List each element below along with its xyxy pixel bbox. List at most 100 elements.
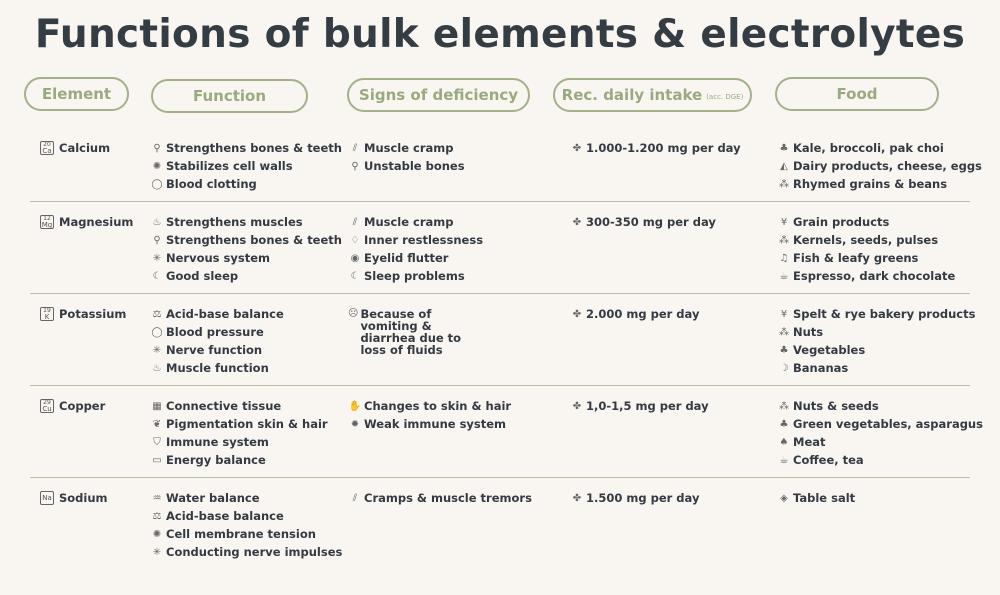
banana-icon: ☽ (779, 363, 789, 374)
broccoli-icon: ♣ (779, 143, 789, 154)
functions-text: Blood clotting (166, 177, 257, 191)
element-magnesium: 12 Mg Magnesium (40, 215, 133, 229)
pill-icon: ✤ (572, 143, 582, 154)
signs-text: Muscle cramp (364, 141, 454, 155)
signs-text: Weak immune system (364, 417, 507, 431)
food-text: Coffee, tea (793, 453, 864, 467)
water-icon: ♒ (152, 493, 162, 504)
cheese-icon: ◭ (780, 161, 788, 172)
row-divider (30, 293, 970, 294)
functions-item: ✳ Conducting nerve impulses (150, 545, 343, 559)
muscle-icon: ♨ (152, 363, 162, 374)
hair-icon: ❦ (152, 419, 162, 430)
scale-icon: ⚖ (152, 309, 162, 320)
header-label: Signs of deficiency (358, 86, 519, 104)
pill-icon: ✤ (572, 493, 582, 504)
element-number: 29 (43, 399, 51, 406)
food-item: ♣ Vegetables (777, 343, 866, 357)
functions-text: Acid-base balance (166, 509, 284, 523)
food-text: Kernels, seeds, pulses (793, 233, 939, 247)
meat-icon: ♠ (779, 437, 789, 448)
muscle-cramp-icon: ⫽ (352, 143, 358, 154)
sleep-icon: ☾ (350, 271, 360, 282)
signs-text: Sleep problems (364, 269, 465, 283)
functions-text: Conducting nerve impulses (166, 545, 343, 559)
food-item: ♣ Green vegetables, asparagus (777, 418, 983, 431)
functions-text: Nervous system (166, 251, 270, 265)
coffee-icon: ☕ (779, 271, 789, 282)
element-symbol: Ca (42, 147, 52, 155)
header-label: Rec. daily intake (561, 86, 703, 104)
coffee-icon: ☕ (779, 455, 789, 466)
functions-item: ⚖ Acid-base balance (150, 510, 284, 523)
salt-icon: ◈ (780, 493, 788, 504)
functions-text: Good sleep (166, 269, 239, 283)
functions-item: ⚲ Strengthens bones & teeth (150, 142, 342, 155)
element-symbol-icon: 29 Cu (40, 399, 54, 413)
element-calcium: 20 Ca Calcium (40, 141, 110, 155)
signs-text: Changes to skin & hair (364, 399, 512, 413)
sick-face-icon: ☹ (348, 308, 359, 319)
signs-item: ☹ Because of vomiting & diarrhea due to l… (348, 308, 488, 356)
virus-icon: ✹ (350, 419, 360, 430)
element-potassium: 19 K Potassium (40, 307, 126, 321)
cell-icon: ✺ (152, 529, 162, 540)
functions-item: ✳ Nervous system (150, 252, 270, 265)
functions-item: ⛉ Immune system (150, 436, 269, 449)
signs-text: Unstable bones (364, 159, 465, 173)
food-item: ⁂ Nuts (777, 326, 823, 339)
bone-icon: ⚲ (351, 161, 359, 172)
element-number: 12 (43, 215, 51, 222)
element-symbol-icon: 12 Mg (40, 215, 54, 229)
nuts-icon: ⁂ (779, 327, 789, 338)
food-text: Espresso, dark chocolate (793, 269, 956, 283)
wheat-icon: ¥ (780, 309, 788, 320)
element-name: Potassium (59, 307, 127, 321)
food-text: Green vegetables, asparagus (793, 417, 983, 431)
food-text: Vegetables (793, 343, 866, 357)
tissue-icon: ▦ (152, 401, 162, 412)
functions-item: ♨ Muscle function (150, 362, 269, 375)
element-number: 20 (43, 141, 51, 148)
element-symbol: Na (42, 494, 52, 502)
food-text: Nuts & seeds (793, 399, 879, 413)
food-item: ⁂ Kernels, seeds, pulses (777, 234, 938, 247)
header-label: Food (836, 85, 878, 103)
intake-item: ✤ 300-350 mg per day (570, 216, 716, 229)
signs-text: Cramps & muscle tremors (364, 491, 532, 505)
food-item: ♠ Meat (777, 436, 826, 449)
header-element: Element (24, 77, 129, 111)
functions-text: Cell membrane tension (166, 527, 316, 541)
functions-text: Connective tissue (166, 399, 282, 413)
element-number: 19 (43, 307, 51, 314)
functions-item: ▭ Energy balance (150, 453, 266, 467)
row-divider (30, 385, 970, 386)
nuts-icon: ⁂ (779, 401, 789, 412)
bone-icon: ⚲ (153, 143, 161, 154)
food-text: Fish & leafy greens (793, 251, 919, 265)
functions-item: ☾ Good sleep (150, 269, 239, 283)
food-text: Bananas (793, 361, 849, 375)
battery-icon: ▭ (152, 455, 162, 466)
functions-text: Strengthens muscles (166, 215, 303, 229)
muscle-cramp-icon: ⫽ (352, 217, 358, 228)
element-symbol: Mg (41, 221, 53, 229)
header-signs: Signs of deficiency (347, 78, 530, 112)
functions-text: Energy balance (166, 453, 266, 467)
pill-icon: ✤ (572, 401, 582, 412)
food-text: Kale, broccoli, pak choi (793, 141, 944, 155)
drop-icon: ◯ (151, 327, 163, 338)
functions-text: Immune system (166, 435, 269, 449)
functions-text: Nerve function (166, 343, 263, 357)
seeds-icon: ⁂ (779, 235, 789, 246)
intake-text: 1.500 mg per day (586, 491, 700, 505)
header-food: Food (775, 77, 939, 111)
element-symbol-icon: 19 K (40, 307, 54, 321)
shield-icon: ⛉ (153, 437, 161, 448)
element-name: Copper (59, 399, 106, 413)
signs-text: Eyelid flutter (364, 251, 449, 265)
header-note: (acc. DGE) (706, 93, 744, 101)
cell-icon: ✺ (152, 161, 162, 172)
functions-item: ♨ Strengthens muscles (150, 216, 303, 229)
bone-icon: ⚲ (153, 235, 161, 246)
